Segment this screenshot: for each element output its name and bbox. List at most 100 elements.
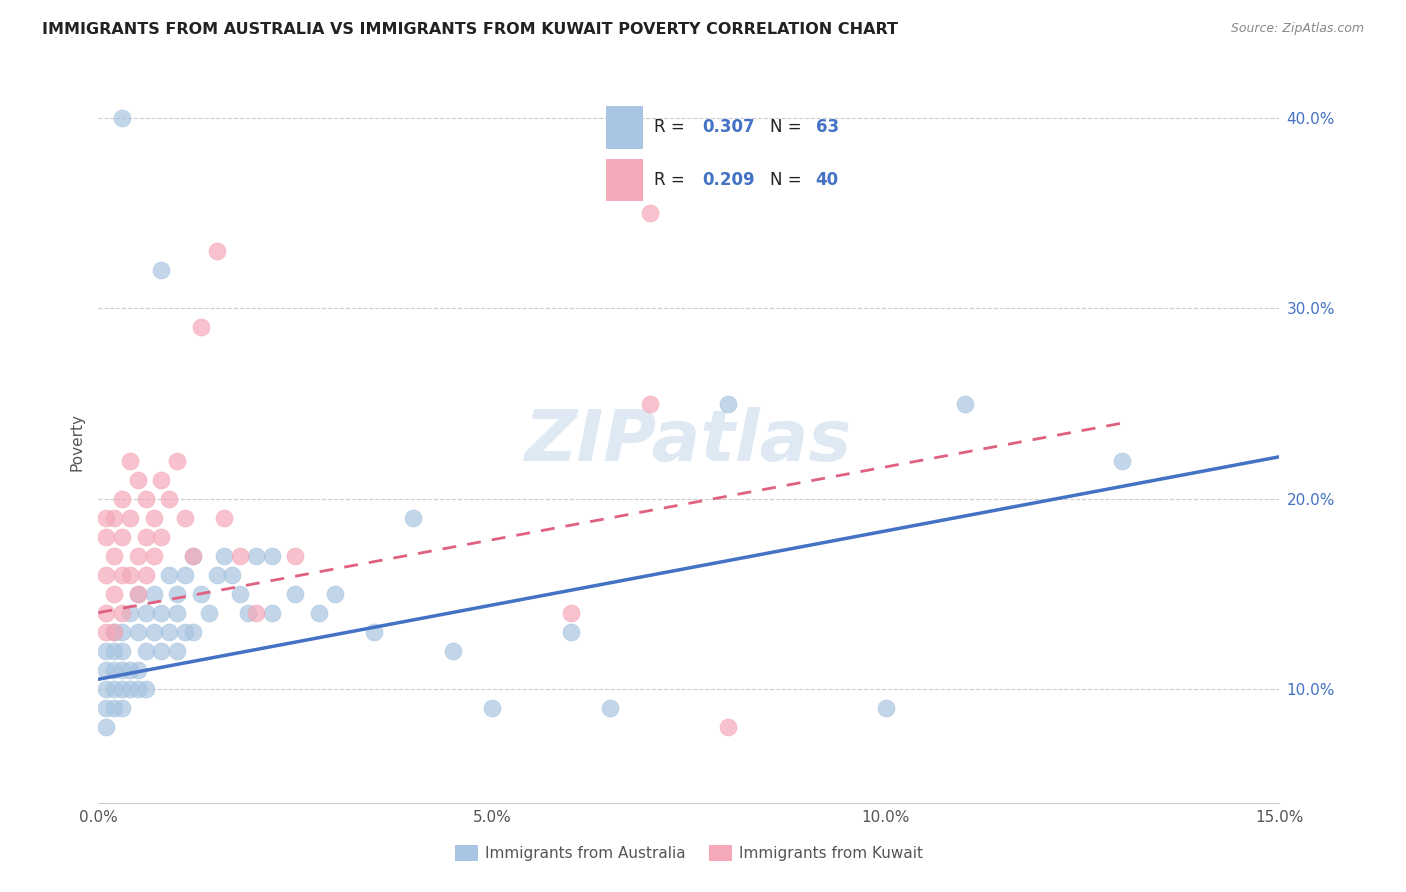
Text: ZIPatlas: ZIPatlas bbox=[526, 407, 852, 476]
Point bbox=[103, 587, 125, 601]
Text: Source: ZipAtlas.com: Source: ZipAtlas.com bbox=[1230, 22, 1364, 36]
Point bbox=[150, 643, 173, 657]
Point bbox=[245, 549, 267, 563]
Point bbox=[127, 587, 149, 601]
Point bbox=[150, 530, 173, 544]
Point bbox=[127, 549, 149, 563]
Point bbox=[118, 606, 141, 620]
Point bbox=[96, 720, 118, 734]
Point bbox=[229, 587, 252, 601]
Point bbox=[96, 510, 118, 524]
Point bbox=[103, 624, 125, 639]
Point bbox=[127, 624, 149, 639]
Point bbox=[118, 453, 141, 467]
Point bbox=[103, 700, 125, 714]
Point bbox=[214, 510, 236, 524]
Point bbox=[260, 549, 283, 563]
Point bbox=[118, 681, 141, 696]
Point bbox=[103, 624, 125, 639]
Point bbox=[638, 206, 661, 220]
Point bbox=[197, 606, 219, 620]
Point bbox=[205, 567, 228, 582]
Point bbox=[103, 681, 125, 696]
Point bbox=[560, 624, 582, 639]
Point bbox=[127, 663, 149, 677]
Point bbox=[481, 700, 503, 714]
Y-axis label: Poverty: Poverty bbox=[69, 412, 84, 471]
Point bbox=[181, 624, 204, 639]
Point bbox=[1111, 453, 1133, 467]
Point bbox=[127, 473, 149, 487]
Point bbox=[166, 643, 188, 657]
Point bbox=[111, 663, 134, 677]
Point bbox=[717, 720, 740, 734]
Point bbox=[599, 700, 621, 714]
Point bbox=[150, 473, 173, 487]
Point bbox=[284, 549, 307, 563]
Point bbox=[717, 396, 740, 410]
Point bbox=[111, 700, 134, 714]
Point bbox=[135, 491, 157, 506]
Point bbox=[441, 643, 464, 657]
Point bbox=[157, 567, 180, 582]
Point bbox=[111, 624, 134, 639]
Point bbox=[118, 567, 141, 582]
Point bbox=[363, 624, 385, 639]
Point bbox=[190, 587, 212, 601]
Point bbox=[308, 606, 330, 620]
Point bbox=[166, 606, 188, 620]
Legend: Immigrants from Australia, Immigrants from Kuwait: Immigrants from Australia, Immigrants fr… bbox=[449, 839, 929, 867]
Point bbox=[157, 624, 180, 639]
Point bbox=[103, 663, 125, 677]
Point bbox=[142, 624, 165, 639]
Point bbox=[402, 510, 425, 524]
Point bbox=[111, 643, 134, 657]
Point bbox=[111, 112, 134, 126]
Point bbox=[118, 663, 141, 677]
Point bbox=[174, 624, 197, 639]
Point bbox=[103, 643, 125, 657]
Point bbox=[284, 587, 307, 601]
Point bbox=[245, 606, 267, 620]
Point bbox=[96, 681, 118, 696]
Point bbox=[323, 587, 346, 601]
Point bbox=[174, 567, 197, 582]
Point bbox=[96, 567, 118, 582]
Point bbox=[96, 643, 118, 657]
Point bbox=[260, 606, 283, 620]
Point bbox=[875, 700, 897, 714]
Point bbox=[953, 396, 976, 410]
Point bbox=[221, 567, 243, 582]
Point bbox=[181, 549, 204, 563]
Point bbox=[157, 491, 180, 506]
Point bbox=[181, 549, 204, 563]
Point bbox=[174, 510, 197, 524]
Point bbox=[190, 320, 212, 334]
Point bbox=[96, 606, 118, 620]
Point bbox=[142, 549, 165, 563]
Point bbox=[150, 606, 173, 620]
Point bbox=[103, 510, 125, 524]
Point bbox=[205, 244, 228, 259]
Point bbox=[236, 606, 259, 620]
Point bbox=[142, 510, 165, 524]
Point bbox=[166, 453, 188, 467]
Point bbox=[638, 396, 661, 410]
Point bbox=[96, 530, 118, 544]
Point bbox=[127, 681, 149, 696]
Text: IMMIGRANTS FROM AUSTRALIA VS IMMIGRANTS FROM KUWAIT POVERTY CORRELATION CHART: IMMIGRANTS FROM AUSTRALIA VS IMMIGRANTS … bbox=[42, 22, 898, 37]
Point bbox=[127, 587, 149, 601]
Point bbox=[111, 681, 134, 696]
Point bbox=[150, 263, 173, 277]
Point bbox=[214, 549, 236, 563]
Point bbox=[135, 643, 157, 657]
Point bbox=[96, 700, 118, 714]
Point bbox=[142, 587, 165, 601]
Point bbox=[111, 567, 134, 582]
Point bbox=[111, 530, 134, 544]
Point bbox=[166, 587, 188, 601]
Point bbox=[560, 606, 582, 620]
Point bbox=[118, 510, 141, 524]
Point bbox=[229, 549, 252, 563]
Point bbox=[103, 549, 125, 563]
